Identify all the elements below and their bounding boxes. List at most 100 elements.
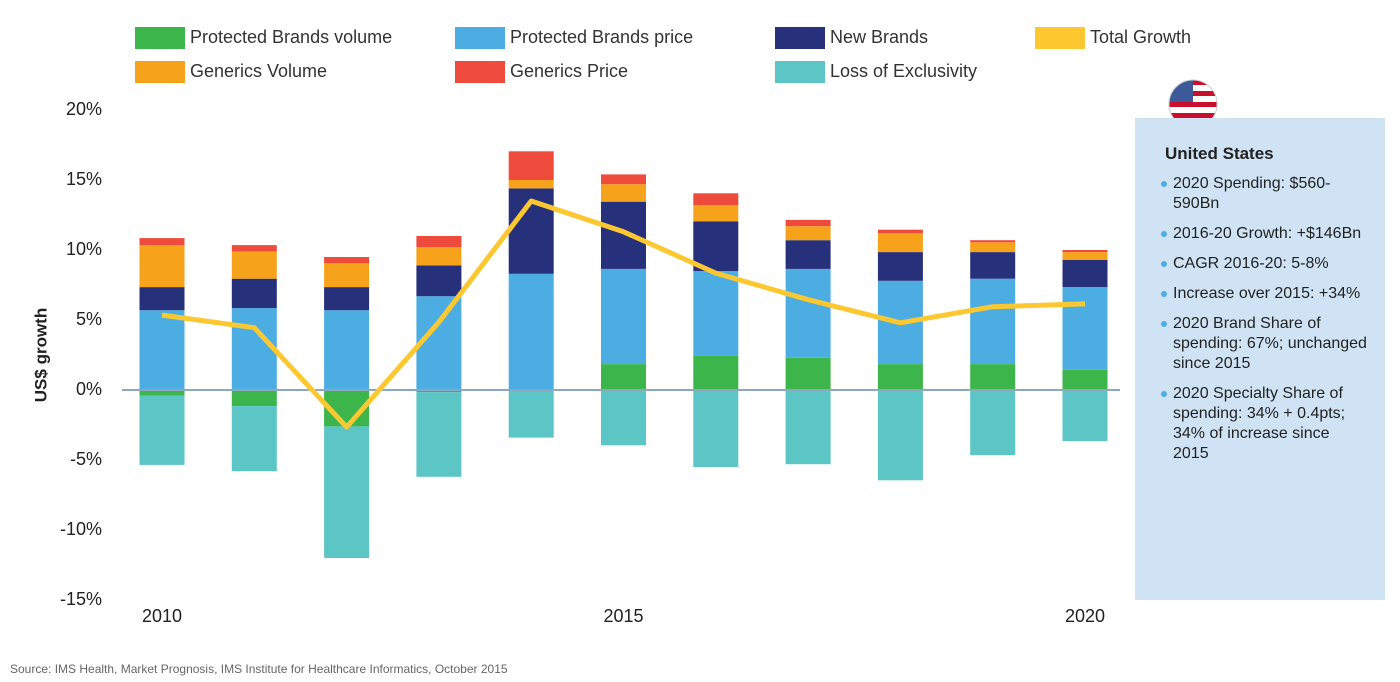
- bar: [139, 287, 185, 311]
- bar: [970, 242, 1016, 253]
- legend-swatch: [1035, 27, 1085, 49]
- bar: [416, 265, 462, 297]
- bar: [601, 390, 646, 446]
- bar: [693, 205, 739, 222]
- bar: [416, 236, 462, 248]
- bar: [231, 251, 277, 279]
- bar: [139, 245, 185, 288]
- bar: [324, 310, 370, 390]
- legend-swatch: [135, 27, 185, 49]
- legend-label: Generics Volume: [190, 61, 327, 81]
- x-tick-label: 2020: [1065, 606, 1105, 626]
- y-tick-label: -10%: [60, 519, 102, 539]
- y-tick-label: -5%: [70, 449, 102, 469]
- panel-item: 2020 Specialty Share of spending: 34% + …: [1161, 384, 1369, 464]
- bar: [877, 229, 923, 234]
- bar: [139, 390, 185, 396]
- bar: [970, 390, 1016, 456]
- panel-title: United States: [1165, 144, 1274, 163]
- bar: [231, 406, 277, 472]
- bar: [508, 151, 554, 180]
- bar: [324, 287, 370, 311]
- bar: [1062, 252, 1108, 260]
- bar: [139, 395, 185, 465]
- y-tick-label: 20%: [66, 99, 102, 119]
- bar: [601, 201, 646, 269]
- legend-swatch: [455, 61, 505, 83]
- bar: [508, 180, 554, 189]
- bar: [139, 310, 185, 390]
- y-axis-label: US$ growth: [31, 308, 50, 402]
- bar: [231, 245, 277, 252]
- line-series: [161, 198, 1086, 430]
- bar: [877, 364, 923, 390]
- panel-item: 2016-20 Growth: +$146Bn: [1161, 224, 1369, 244]
- x-tick-label: 2015: [603, 606, 643, 626]
- bar: [877, 252, 923, 281]
- bar: [231, 390, 277, 407]
- bar: [1062, 369, 1108, 390]
- bar: [416, 296, 462, 390]
- legend-label: Loss of Exclusivity: [830, 61, 977, 81]
- legend-swatch: [135, 61, 185, 83]
- x-tick-label: 2010: [142, 606, 182, 626]
- legend-swatch: [775, 61, 825, 83]
- bar: [970, 278, 1016, 365]
- bar: [785, 390, 831, 465]
- bar: [785, 268, 831, 358]
- bar: [1062, 259, 1108, 288]
- bar: [1062, 390, 1108, 442]
- bar: [139, 238, 185, 246]
- legend-label: New Brands: [830, 27, 928, 47]
- bar: [324, 263, 370, 288]
- bar: [416, 392, 462, 477]
- info-panel: United States 2020 Spending: $560-590Bn 2…: [1135, 118, 1385, 600]
- legend-label: Protected Brands volume: [190, 27, 392, 47]
- bar: [970, 364, 1016, 390]
- y-tick-label: 10%: [66, 239, 102, 259]
- panel-item: 2020 Spending: $560-590Bn: [1161, 174, 1369, 214]
- bar: [416, 247, 462, 266]
- panel-item: 2020 Brand Share of spending: 67%; uncha…: [1161, 314, 1369, 374]
- bar: [231, 308, 277, 390]
- legend-label: Total Growth: [1090, 27, 1191, 47]
- bar: [785, 226, 831, 241]
- bar: [601, 184, 646, 202]
- y-tick-label: 5%: [76, 309, 102, 329]
- y-tick-label: -15%: [60, 589, 102, 609]
- panel-item: CAGR 2016-20: 5-8%: [1161, 254, 1369, 274]
- bar: [877, 233, 923, 253]
- bar: [785, 357, 831, 390]
- bar: [693, 355, 739, 390]
- bar: [601, 268, 646, 365]
- bar: [693, 271, 739, 356]
- panel-item: Increase over 2015: +34%: [1161, 284, 1369, 304]
- bar: [508, 273, 554, 390]
- legend-swatch: [455, 27, 505, 49]
- panel-list: 2020 Spending: $560-590Bn 2016-20 Growth:…: [1161, 174, 1367, 464]
- bar: [693, 390, 739, 467]
- y-tick-label: 15%: [66, 169, 102, 189]
- bar: [416, 390, 462, 393]
- legend-label: Generics Price: [510, 61, 628, 81]
- legend-label: Protected Brands price: [510, 27, 693, 47]
- y-tick-label: 0%: [76, 379, 102, 399]
- source: Source: IMS Health, Market Prognosis, IM…: [10, 662, 508, 676]
- bar: [601, 364, 646, 390]
- bar: [970, 240, 1016, 243]
- bar: [601, 174, 646, 185]
- bar: [785, 219, 831, 227]
- bar: [1062, 250, 1108, 253]
- bar: [324, 257, 370, 264]
- bar: [693, 193, 739, 206]
- bar: [324, 426, 370, 558]
- bar: [508, 390, 554, 438]
- bar: [1062, 287, 1108, 370]
- bar: [693, 221, 739, 271]
- bar: [785, 240, 831, 269]
- legend-swatch: [775, 27, 825, 49]
- bar: [231, 278, 277, 309]
- bar: [877, 390, 923, 481]
